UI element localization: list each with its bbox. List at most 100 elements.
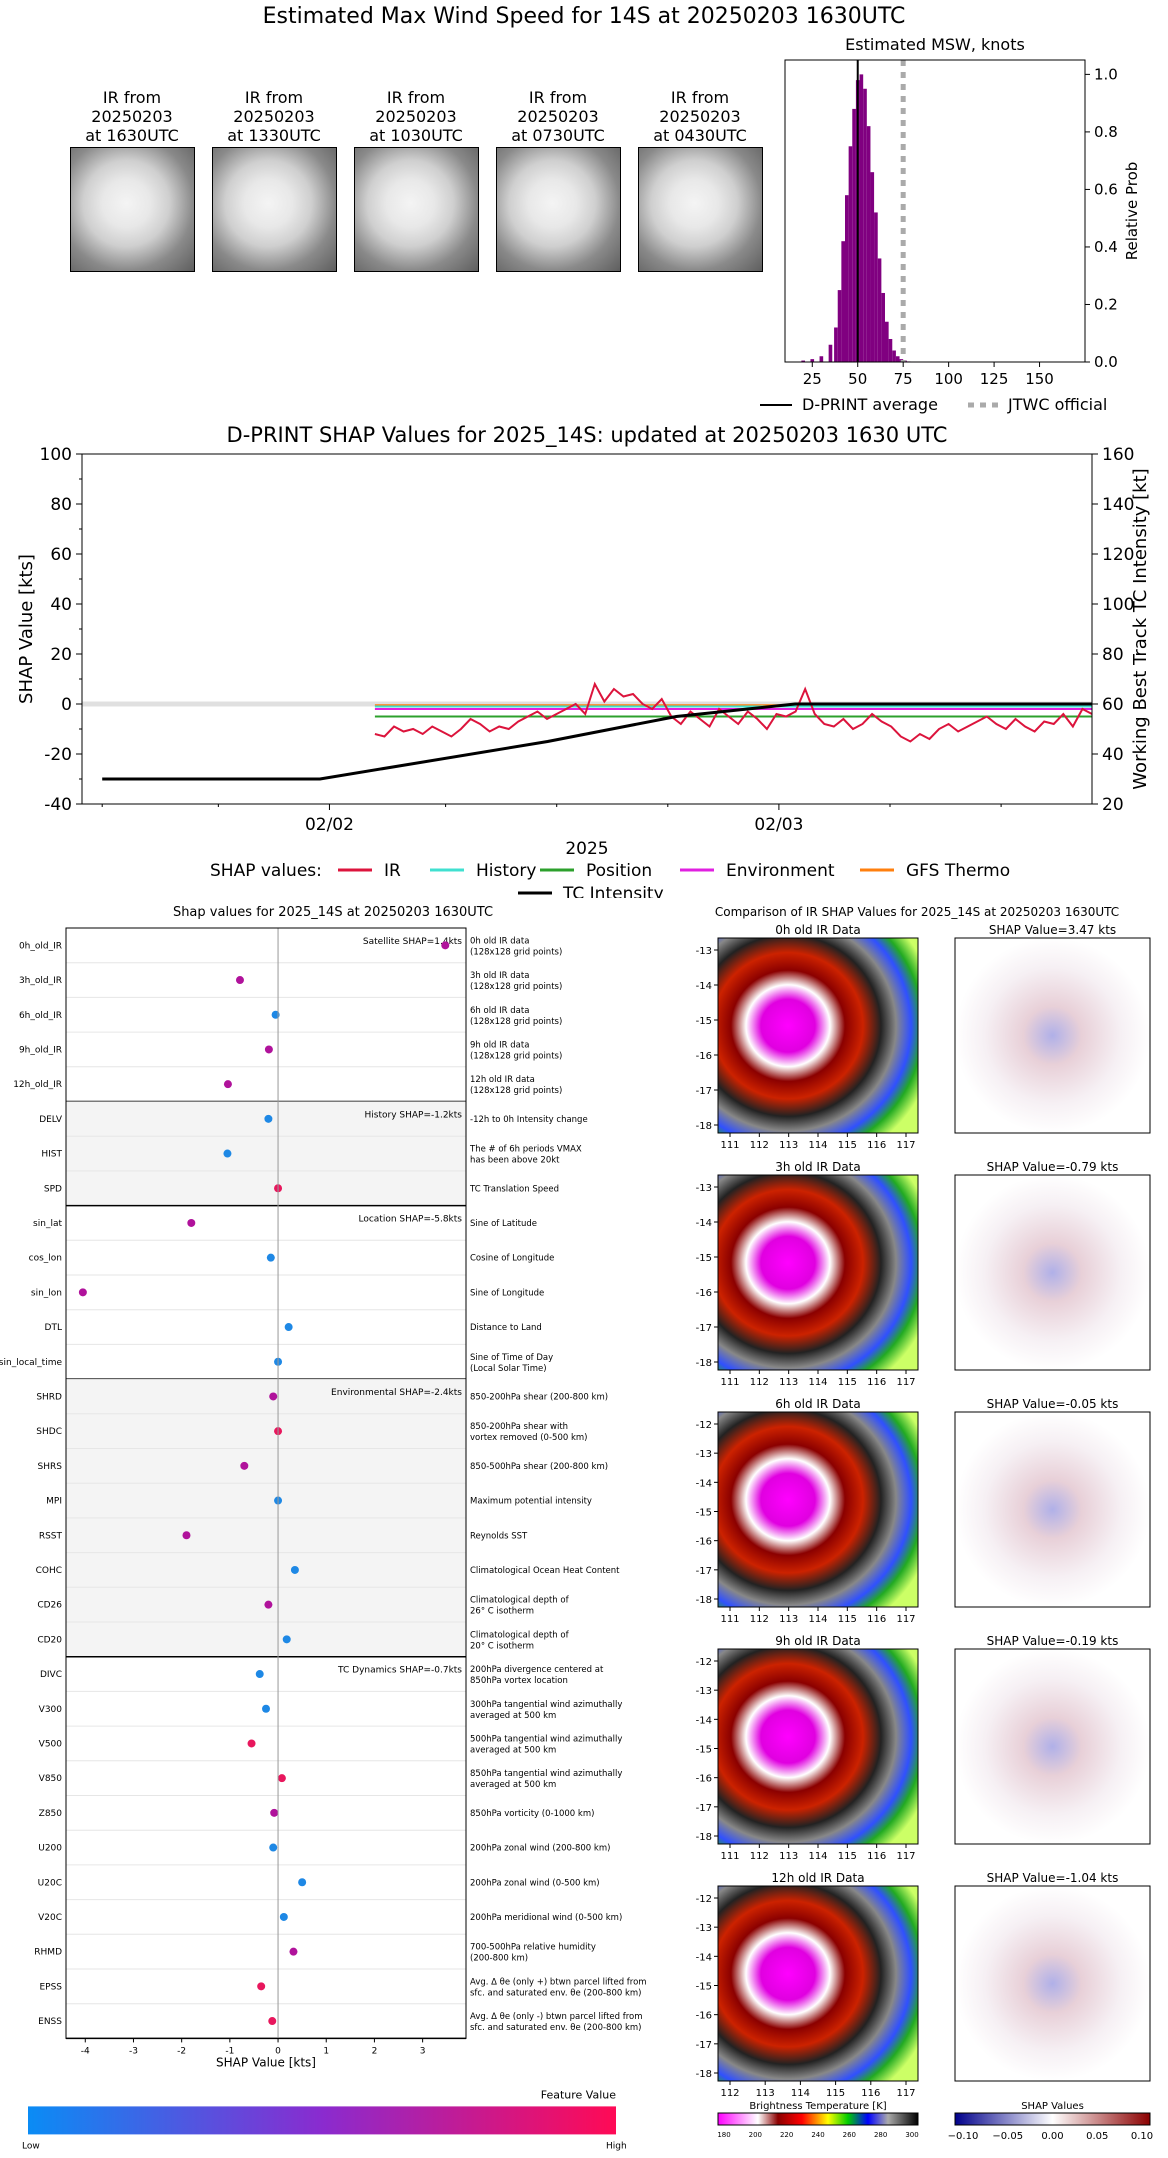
feature-label: CD26 xyxy=(37,1601,62,1611)
lat-tick-label: -17 xyxy=(696,1566,712,1577)
ir-thumb-caption-line: 20250203 xyxy=(233,107,315,126)
feature-label: 9h_old_IR xyxy=(19,1045,62,1055)
lon-tick-label: 116 xyxy=(867,1377,886,1388)
hist-bar xyxy=(885,321,889,362)
feature-label: ENSS xyxy=(38,2017,62,2027)
shap-timeseries-chart: D-PRINT SHAP Values for 2025_14S: update… xyxy=(16,423,1151,898)
legend-label: GFS Thermo xyxy=(906,861,1010,881)
lon-tick-label: 115 xyxy=(838,1851,857,1862)
feature-label: cos_lon xyxy=(29,1254,62,1264)
group-label: TC Dynamics SHAP=-0.7kts xyxy=(337,1666,462,1676)
feature-desc: 200hPa zonal wind (0-500 km) xyxy=(470,1878,600,1888)
shap-frame xyxy=(65,927,467,2039)
lat-tick-label: -17 xyxy=(696,1803,712,1814)
feature-label: RHMD xyxy=(34,1948,62,1958)
feature-label: COHC xyxy=(36,1566,62,1576)
feature-label: HIST xyxy=(41,1150,62,1160)
hist-bar xyxy=(837,290,842,362)
ts-y2tick-label: 80 xyxy=(1102,645,1124,665)
feature-label: Z850 xyxy=(39,1809,63,1819)
shap-dot xyxy=(289,1947,298,1956)
feature-desc: (128x128 grid points) xyxy=(470,1051,562,1061)
shap-xtick-label: 0 xyxy=(275,2046,281,2056)
lat-tick-label: -16 xyxy=(696,2011,712,2022)
zero-band xyxy=(82,701,1092,707)
ts-y2tick-label: 160 xyxy=(1102,445,1134,465)
feature-desc: 200hPa zonal wind (200-800 km) xyxy=(470,1844,610,1854)
hist-xtick-label: 50 xyxy=(848,370,867,388)
lon-tick-label: 114 xyxy=(808,1851,827,1862)
ir-thumb-caption-line: IR from xyxy=(386,88,446,107)
hist-bar xyxy=(801,360,805,362)
feature-desc: Sine of Latitude xyxy=(470,1219,537,1229)
lat-tick-label: -13 xyxy=(696,1686,712,1697)
feature-desc: (Local Solar Time) xyxy=(470,1364,547,1374)
shap-dot xyxy=(182,1531,191,1540)
lat-tick-label: -14 xyxy=(696,1952,712,1963)
shap-panel-image xyxy=(954,937,1151,1134)
lat-tick-label: -17 xyxy=(696,1086,712,1097)
lon-tick-label: 116 xyxy=(867,1140,886,1151)
feature-label: 12h_old_IR xyxy=(13,1080,62,1090)
sv-tick-label: 0.05 xyxy=(1086,2131,1108,2142)
feature-desc: Sine of Time of Day xyxy=(470,1353,553,1363)
lon-tick-label: 111 xyxy=(720,1851,739,1862)
ir-panel-image xyxy=(717,937,919,1134)
ts-ytick-label: -20 xyxy=(44,745,72,765)
sv-tick-label: 0.00 xyxy=(1041,2131,1063,2142)
shap-dot xyxy=(284,1323,293,1332)
lon-tick-label: 113 xyxy=(756,2088,775,2099)
lat-tick-label: -18 xyxy=(696,1595,712,1606)
hist-bar xyxy=(859,74,864,362)
shap-panel-title: SHAP Value=-0.19 kts xyxy=(987,1634,1119,1648)
feature-label: sin_local_time xyxy=(0,1358,62,1368)
feature-desc: 700-500hPa relative humidity xyxy=(470,1943,596,1953)
ir-thumb-image xyxy=(638,147,763,272)
compare-title: Comparison of IR SHAP Values for 2025_14… xyxy=(715,905,1119,919)
group-label: History SHAP=-1.2kts xyxy=(365,1111,463,1121)
ir-thumb-caption: IR from 20250203 at 1330UTC xyxy=(202,88,346,145)
lon-tick-label: 114 xyxy=(808,1377,827,1388)
ts-ytick-label: 40 xyxy=(50,595,72,615)
feature-desc: 300hPa tangential wind azimuthally xyxy=(470,1700,622,1710)
shap-panel-title: SHAP Value=-1.04 kts xyxy=(987,1871,1119,1885)
shap-dot xyxy=(223,1149,232,1158)
ts-y2tick-label: 40 xyxy=(1102,745,1124,765)
shap-panel-image xyxy=(954,1411,1151,1608)
feature-label: SPD xyxy=(44,1184,62,1194)
lat-tick-label: -16 xyxy=(696,1537,712,1548)
ir-thumb-image xyxy=(496,147,621,272)
lat-tick-label: -14 xyxy=(696,1715,712,1726)
lat-tick-label: -13 xyxy=(696,1923,712,1934)
ir-thumb-caption-line: IR from xyxy=(670,88,730,107)
feature-label: SHDC xyxy=(36,1427,62,1437)
feature-desc: The # of 6h periods VMAX xyxy=(469,1145,582,1155)
legend-label: IR xyxy=(384,861,401,881)
feature-desc: 12h old IR data xyxy=(470,1075,535,1085)
bt-tick-label: 260 xyxy=(843,2131,856,2139)
feature-label: MPI xyxy=(46,1497,62,1507)
shap-dot xyxy=(441,941,450,950)
shap-panel-image xyxy=(954,1174,1151,1371)
feature-label: U20C xyxy=(38,1878,62,1888)
feature-desc: 850hPa tangential wind azimuthally xyxy=(470,1769,622,1779)
sv-tick-label: 0.10 xyxy=(1131,2131,1153,2142)
legend-title: SHAP values: xyxy=(210,861,322,881)
hist-bar xyxy=(874,212,878,362)
feature-desc: (200-800 km) xyxy=(470,1954,528,1964)
ir-thumb-caption-line: at 1330UTC xyxy=(227,126,321,145)
hist-frame xyxy=(784,59,1086,363)
hist-ytick-label: 1.0 xyxy=(1094,65,1118,83)
lat-tick-label: -16 xyxy=(696,1051,712,1062)
lat-tick-label: -17 xyxy=(696,2040,712,2051)
ts-ytick-label: 60 xyxy=(50,545,72,565)
ts-frame xyxy=(81,453,1093,805)
shap-xtick-label: -3 xyxy=(129,2046,138,2056)
ir-thumb-caption: IR from 20250203 at 0730UTC xyxy=(486,88,630,145)
feature-desc: Maximum potential intensity xyxy=(470,1497,592,1507)
feature-desc: 500hPa tangential wind azimuthally xyxy=(470,1734,622,1744)
lat-tick-label: -13 xyxy=(696,1183,712,1194)
ir-panel-image xyxy=(717,1885,919,2082)
feature-label: DELV xyxy=(39,1115,63,1125)
shap-dot xyxy=(223,1080,232,1089)
